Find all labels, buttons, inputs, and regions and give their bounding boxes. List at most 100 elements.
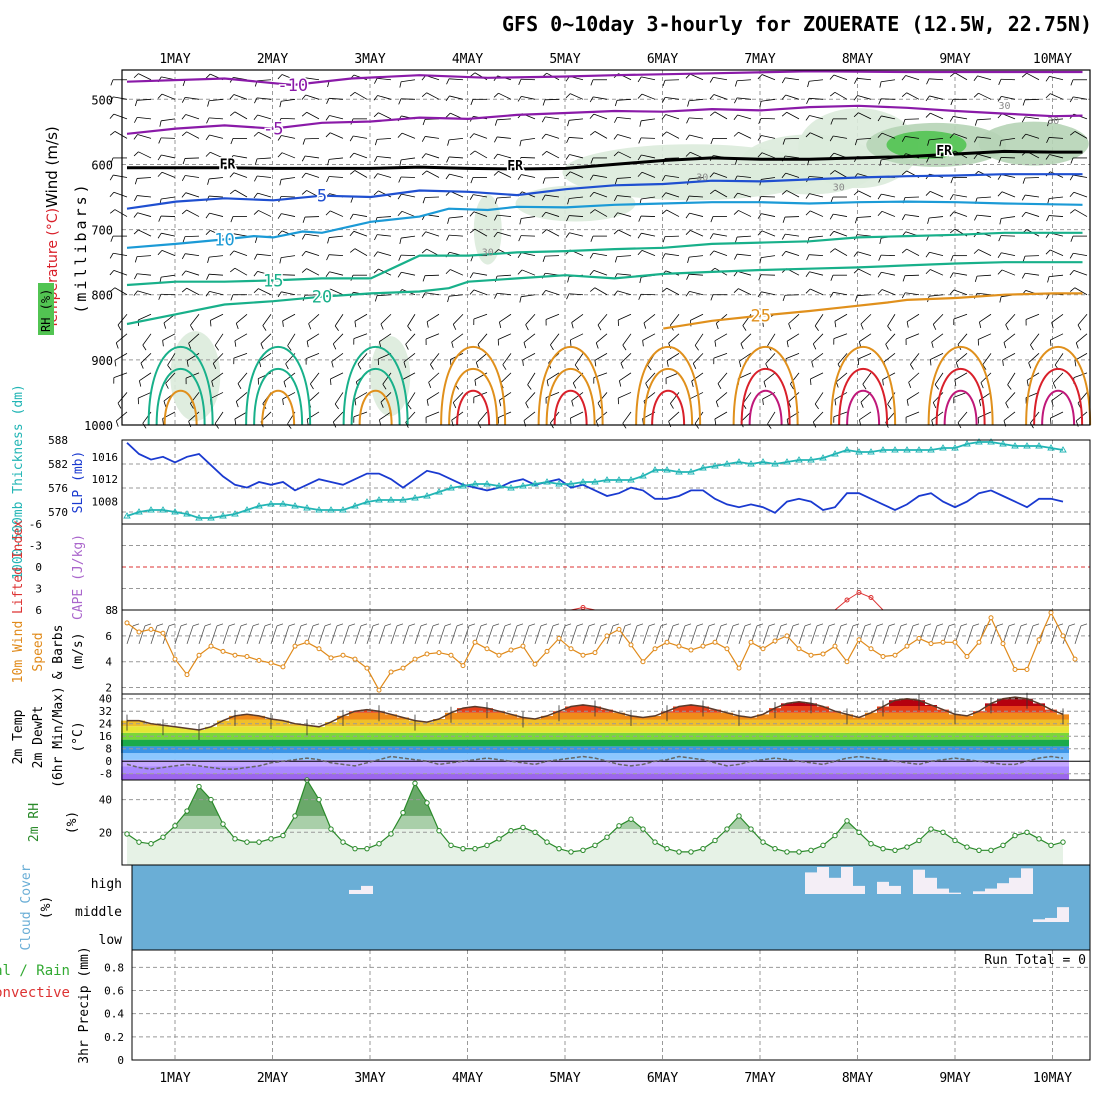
wind-barb-tick — [519, 296, 522, 303]
wind-barb — [305, 77, 320, 81]
wind-barb — [401, 157, 416, 161]
wind-barb-tick — [854, 295, 858, 302]
wind-barb — [767, 333, 776, 346]
wind10-speed-point — [556, 635, 562, 641]
cloud-bar — [913, 869, 925, 894]
wind-barb-tick — [614, 178, 618, 185]
wind10-barb — [1026, 625, 1034, 644]
wind-barb — [953, 392, 968, 398]
wind-barb-tick — [589, 96, 594, 103]
wind-barb-tick — [181, 175, 186, 181]
wind-barb-tick — [1021, 116, 1026, 123]
wind-barb-tick — [407, 325, 412, 332]
wind-barb — [305, 155, 320, 159]
wind10-barb — [786, 625, 794, 644]
wind10-barb — [822, 625, 830, 644]
wind-barb-tick — [1046, 215, 1050, 222]
wind-barb — [1074, 131, 1088, 139]
wind10-barb-tick — [948, 623, 956, 627]
wind10-barb — [882, 625, 890, 644]
temp-band — [121, 719, 1069, 727]
wind-barb — [593, 113, 608, 120]
wind10-speed-point — [532, 661, 538, 667]
wind-barb-tick — [162, 340, 164, 347]
wind-barb — [186, 287, 200, 296]
wind-barb — [569, 118, 584, 121]
wind-barb — [379, 333, 392, 342]
wind-barb-tick — [163, 400, 167, 407]
wind-barb — [906, 313, 920, 323]
x-tick-label-top: 9MAY — [939, 52, 970, 67]
wind-barb-tick — [955, 362, 959, 369]
cape-point — [856, 590, 862, 595]
thickness-point — [591, 478, 599, 485]
wind-barb — [498, 170, 512, 178]
wind10-barb — [798, 625, 806, 644]
x-tick-label-bottom: 5MAY — [549, 1071, 580, 1086]
thickness-point — [687, 468, 695, 475]
wind-barb-tick — [373, 251, 378, 257]
wind-barb — [137, 212, 152, 217]
wind-barb-tick — [277, 291, 282, 298]
wind-barb-tick — [325, 132, 331, 138]
wind-barb — [739, 353, 752, 362]
wind-barb — [329, 115, 344, 120]
wind-barb — [165, 372, 176, 384]
wind-barb-tick — [212, 363, 217, 370]
wind-barb — [690, 392, 704, 399]
wind-barb — [449, 294, 464, 297]
wind-barb-tick — [614, 195, 618, 202]
wind-barb-tick — [354, 321, 357, 328]
thickness-point — [531, 480, 539, 487]
wind-barb-tick — [757, 74, 763, 80]
thickness-point — [387, 496, 395, 503]
wind-barb — [929, 251, 944, 257]
wind-barb-tick — [974, 119, 978, 126]
thickness-point — [1047, 444, 1055, 451]
wind-barb — [426, 170, 440, 178]
wind10-speed-point — [220, 648, 226, 654]
wind-barb — [113, 96, 128, 100]
temp-band — [121, 753, 1069, 760]
wind-barb — [407, 314, 416, 327]
wind10-barb-tick — [816, 623, 824, 627]
wind-barb — [262, 314, 272, 326]
wind-barb — [931, 333, 944, 343]
thickness-point — [543, 478, 551, 485]
wind-barb-tick — [1050, 418, 1052, 425]
wind-barb — [881, 115, 896, 120]
wind-barb — [837, 353, 848, 365]
rh2m-point — [688, 849, 694, 855]
rh2m-point — [148, 841, 154, 847]
wind-barb — [765, 353, 776, 365]
wind-barb-tick — [662, 80, 666, 87]
wind-barb-tick — [571, 322, 574, 329]
wind-barb — [1077, 314, 1088, 326]
wind-barb — [763, 372, 776, 382]
wind10-barb — [426, 625, 434, 644]
wind-barb-tick — [259, 361, 262, 368]
rh-shading — [886, 130, 967, 159]
wind-barb — [257, 192, 272, 198]
wind-barb — [113, 252, 128, 257]
wind-barb-tick — [253, 288, 259, 293]
wind-barb — [114, 131, 128, 139]
wind-barb-tick — [421, 248, 427, 254]
temp-tick-label: -8 — [99, 768, 112, 781]
cloud-background — [132, 865, 1090, 950]
wind-barb — [497, 196, 512, 199]
wind-barb-tick — [451, 341, 454, 348]
wind-barb-tick — [163, 322, 167, 329]
wind-barb-tick — [354, 399, 357, 406]
wind-barb-tick — [1046, 293, 1050, 300]
wind10-barb-tick — [156, 623, 164, 627]
wind-barb — [957, 411, 968, 423]
wind-barb — [283, 372, 296, 382]
thickness-point — [675, 468, 683, 475]
wind-barb-tick — [829, 152, 835, 158]
wind-barb-tick — [589, 209, 596, 214]
wind-barb-tick — [932, 402, 937, 409]
thickness-point — [411, 494, 419, 501]
wind10-barb-tick — [408, 623, 416, 627]
wind-barb-tick — [1002, 359, 1004, 366]
